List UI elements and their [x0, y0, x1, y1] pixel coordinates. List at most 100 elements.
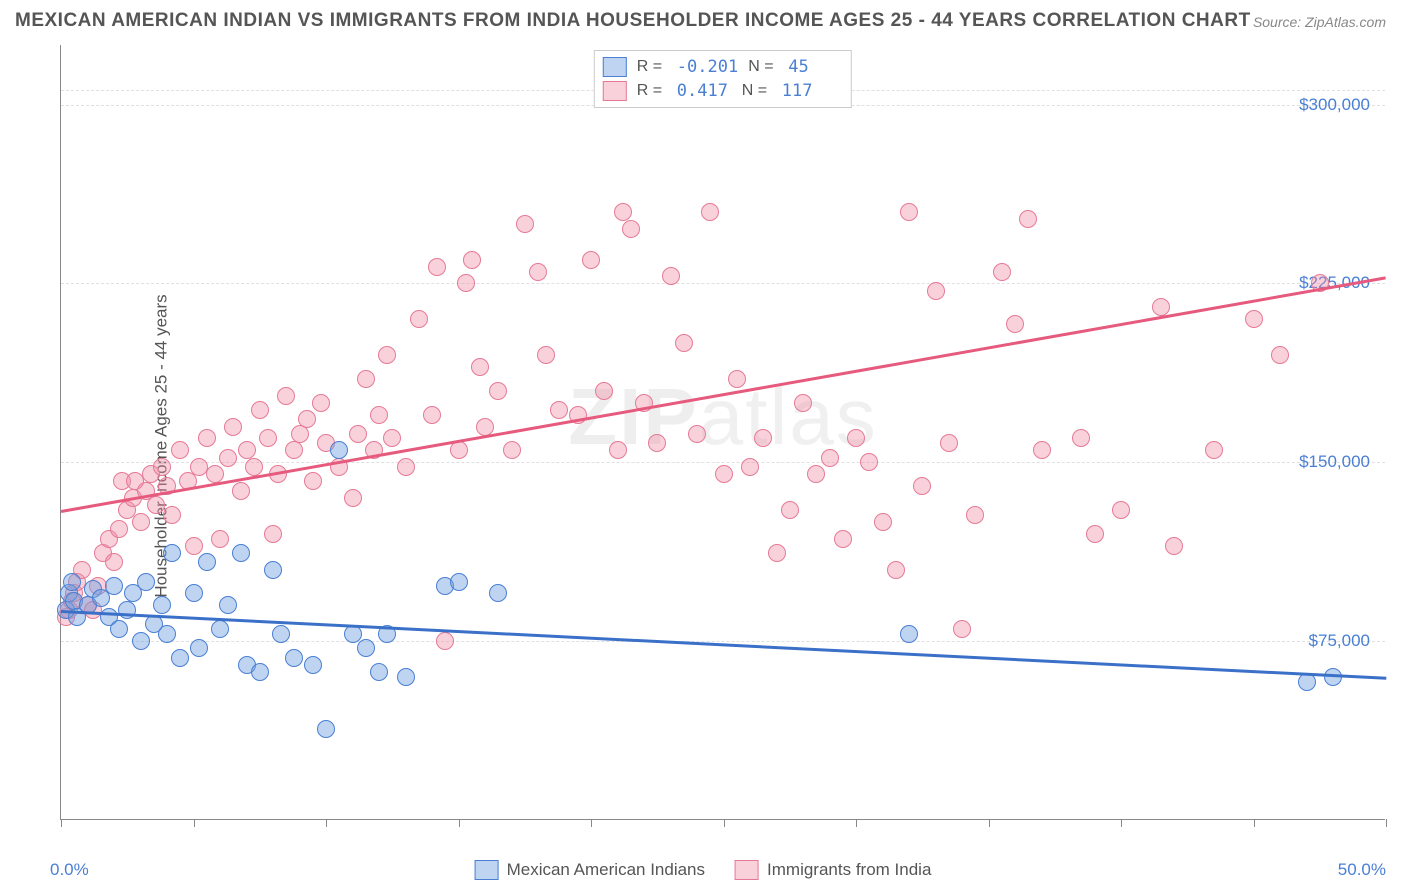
swatch-icon: [603, 57, 627, 77]
data-point: [728, 370, 746, 388]
swatch-icon: [735, 860, 759, 880]
y-tick-label: $150,000: [1299, 452, 1370, 472]
data-point: [163, 544, 181, 562]
data-point: [285, 649, 303, 667]
data-point: [940, 434, 958, 452]
data-point: [834, 530, 852, 548]
data-point: [754, 429, 772, 447]
data-point: [370, 406, 388, 424]
data-point: [953, 620, 971, 638]
data-point: [582, 251, 600, 269]
r-value: 0.417: [677, 81, 732, 101]
legend-bottom: Mexican American Indians Immigrants from…: [475, 860, 932, 880]
data-point: [63, 573, 81, 591]
y-tick-label: $300,000: [1299, 95, 1370, 115]
data-point: [259, 429, 277, 447]
data-point: [232, 544, 250, 562]
data-point: [163, 506, 181, 524]
data-point: [1271, 346, 1289, 364]
x-axis-max-label: 50.0%: [1338, 860, 1386, 880]
data-point: [224, 418, 242, 436]
data-point: [489, 584, 507, 602]
data-point: [185, 537, 203, 555]
data-point: [190, 639, 208, 657]
data-point: [272, 625, 290, 643]
data-point: [741, 458, 759, 476]
n-label: N =: [748, 58, 778, 76]
data-point: [312, 394, 330, 412]
data-point: [781, 501, 799, 519]
data-point: [219, 449, 237, 467]
chart-container: MEXICAN AMERICAN INDIAN VS IMMIGRANTS FR…: [0, 0, 1406, 892]
data-point: [1033, 441, 1051, 459]
data-point: [821, 449, 839, 467]
x-tick: [1254, 819, 1255, 827]
n-label: N =: [742, 82, 772, 100]
data-point: [330, 441, 348, 459]
legend-item-pink: Immigrants from India: [735, 860, 931, 880]
data-point: [450, 573, 468, 591]
data-point: [383, 429, 401, 447]
data-point: [537, 346, 555, 364]
data-point: [993, 263, 1011, 281]
data-point: [966, 506, 984, 524]
data-point: [118, 601, 136, 619]
data-point: [595, 382, 613, 400]
data-point: [648, 434, 666, 452]
data-point: [132, 632, 150, 650]
data-point: [153, 458, 171, 476]
legend-item-blue: Mexican American Indians: [475, 860, 705, 880]
data-point: [211, 620, 229, 638]
watermark-sub: atlas: [699, 372, 878, 461]
data-point: [357, 639, 375, 657]
data-point: [428, 258, 446, 276]
data-point: [1019, 210, 1037, 228]
gridline: [61, 641, 1385, 642]
x-tick: [194, 819, 195, 827]
data-point: [847, 429, 865, 447]
data-point: [304, 656, 322, 674]
data-point: [171, 649, 189, 667]
data-point: [245, 458, 263, 476]
x-tick: [1386, 819, 1387, 827]
data-point: [860, 453, 878, 471]
x-tick: [1121, 819, 1122, 827]
data-point: [1086, 525, 1104, 543]
data-point: [900, 625, 918, 643]
data-point: [219, 596, 237, 614]
data-point: [397, 458, 415, 476]
x-tick: [989, 819, 990, 827]
n-value: 117: [782, 81, 837, 101]
x-tick: [459, 819, 460, 827]
data-point: [264, 525, 282, 543]
swatch-icon: [603, 81, 627, 101]
data-point: [1245, 310, 1263, 328]
data-point: [105, 553, 123, 571]
stats-row: R =-0.201N =45: [603, 55, 843, 79]
data-point: [132, 513, 150, 531]
data-point: [304, 472, 322, 490]
y-tick-label: $75,000: [1309, 631, 1370, 651]
data-point: [198, 429, 216, 447]
data-point: [900, 203, 918, 221]
data-point: [503, 441, 521, 459]
data-point: [1072, 429, 1090, 447]
data-point: [378, 346, 396, 364]
data-point: [913, 477, 931, 495]
stats-legend: R =-0.201N =45R =0.417N =117: [594, 50, 852, 108]
data-point: [622, 220, 640, 238]
data-point: [357, 370, 375, 388]
data-point: [609, 441, 627, 459]
data-point: [489, 382, 507, 400]
data-point: [153, 596, 171, 614]
data-point: [529, 263, 547, 281]
x-tick: [724, 819, 725, 827]
x-tick: [326, 819, 327, 827]
data-point: [277, 387, 295, 405]
source-label: Source: ZipAtlas.com: [1253, 14, 1386, 30]
r-value: -0.201: [677, 57, 738, 77]
x-tick: [856, 819, 857, 827]
data-point: [298, 410, 316, 428]
plot-area: ZIPatlas $75,000$150,000$225,000$300,000…: [60, 45, 1385, 820]
data-point: [471, 358, 489, 376]
